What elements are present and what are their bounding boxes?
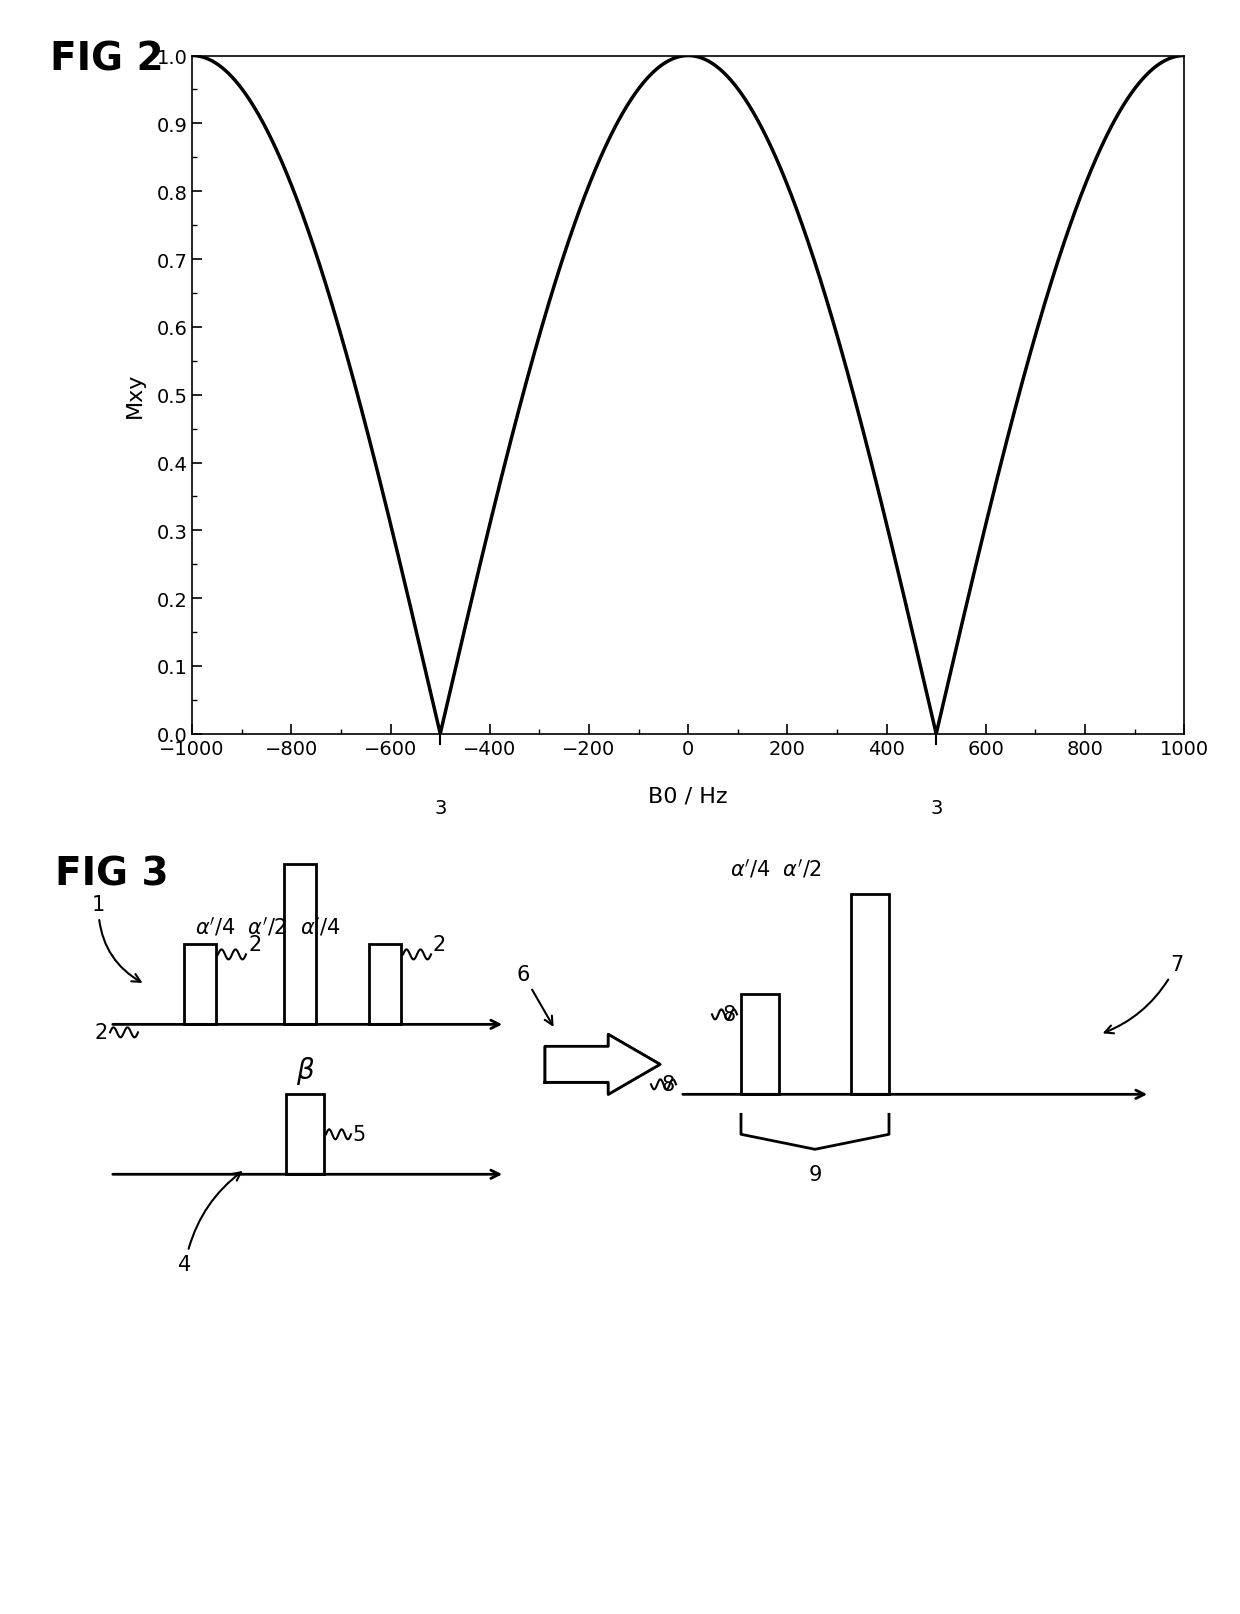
Y-axis label: Mxy: Mxy — [125, 373, 145, 418]
Bar — [851, 894, 889, 1094]
Bar — [284, 865, 316, 1025]
Text: 8: 8 — [723, 1006, 737, 1025]
Text: 5: 5 — [352, 1125, 366, 1144]
Bar — [286, 1094, 324, 1175]
Text: 8: 8 — [662, 1075, 675, 1094]
Text: FIG 3: FIG 3 — [55, 855, 169, 893]
Text: 7: 7 — [1105, 955, 1183, 1033]
Text: 3: 3 — [930, 799, 942, 818]
Text: 4: 4 — [179, 1173, 241, 1275]
X-axis label: B0 / Hz: B0 / Hz — [649, 786, 728, 805]
Bar — [370, 944, 401, 1025]
Text: 2: 2 — [94, 1023, 108, 1043]
Text: 2: 2 — [433, 935, 446, 955]
Text: $\alpha'$/4  $\alpha'$/2  $\alpha'$/4: $\alpha'$/4 $\alpha'$/2 $\alpha'$/4 — [195, 915, 341, 938]
Text: $\beta$: $\beta$ — [295, 1054, 315, 1086]
Text: 3: 3 — [434, 799, 446, 818]
Text: 9: 9 — [808, 1165, 822, 1185]
Text: 6: 6 — [517, 965, 553, 1025]
Bar — [184, 944, 216, 1025]
Polygon shape — [546, 1035, 660, 1094]
Text: 1: 1 — [92, 894, 140, 983]
Text: FIG 2: FIG 2 — [50, 40, 164, 79]
Bar — [742, 994, 779, 1094]
Text: 2: 2 — [248, 935, 262, 955]
Text: $\alpha'$/4  $\alpha'$/2: $\alpha'$/4 $\alpha'$/2 — [730, 857, 822, 880]
